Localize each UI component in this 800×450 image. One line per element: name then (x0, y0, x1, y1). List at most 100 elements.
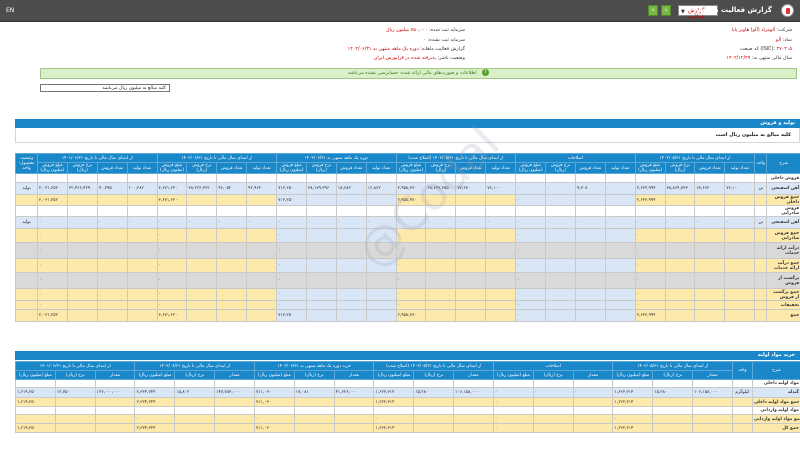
status-cell (15, 173, 38, 183)
data-cell: ۰ (425, 216, 457, 229)
row-label: آهن اسفنجی (766, 216, 800, 229)
data-cell: ۰ (395, 272, 427, 289)
data-cell: ۲,۹۵۸,۳۷۰ (395, 194, 427, 206)
col-subheader: نرخ فروش (ریال) (664, 162, 696, 174)
data-cell (365, 309, 397, 322)
data-cell (216, 258, 248, 273)
symbol-row: نماد: آلو (776, 38, 792, 46)
data-cell (246, 242, 278, 259)
capital-value: ۷۵۰,۰۰۰ میلیون ریال (385, 28, 428, 33)
data-cell (66, 194, 98, 206)
col-subheader: مبلغ فروش (میلیون ریال) (156, 162, 188, 174)
data-cell (425, 272, 457, 289)
data-cell: ۱۶,۸۶۲ (365, 182, 397, 195)
col-subheader: مقدار (214, 370, 255, 380)
status-cell (15, 205, 38, 217)
data-cell (293, 406, 335, 415)
data-cell (612, 406, 654, 415)
status-cell (15, 258, 38, 273)
data-cell (305, 194, 337, 206)
col-subheader: مبلغ فروش (میلیون ریال) (634, 162, 666, 174)
isic-row: کد صنعت (ISIC): ۲۷۰۲۰۵ (740, 47, 792, 55)
data-cell: ۱۲,۷۵۰ (54, 387, 96, 398)
data-cell (485, 300, 517, 310)
language-switch[interactable]: EN (6, 7, 15, 14)
status-cell (15, 242, 38, 259)
unit-cell (731, 379, 753, 388)
col-subheader: نرخ (ریال) (54, 370, 96, 380)
row-label: مواد اولیه وارداتی (751, 406, 800, 415)
period-label: سال مالی منتهی به: (751, 56, 792, 61)
data-cell (664, 272, 696, 289)
data-cell (66, 309, 98, 322)
data-cell: ۶۷,۶۶۲ (694, 182, 726, 195)
unit-cell (754, 309, 768, 322)
col-subheader: تعداد فروش (694, 162, 726, 174)
status-cell (15, 194, 38, 206)
data-cell (425, 242, 457, 259)
report-type-select[interactable]: ▼ گزارش فعالیت (678, 5, 718, 20)
data-cell (485, 272, 517, 289)
data-cell (66, 228, 98, 243)
data-cell (425, 300, 457, 310)
data-cell (532, 406, 574, 415)
data-cell (425, 258, 457, 273)
data-cell (692, 397, 733, 407)
col-subheader: مبلغ (میلیون ریال) (134, 370, 176, 380)
data-cell (455, 194, 487, 206)
data-cell (724, 242, 756, 259)
data-cell (515, 173, 547, 183)
data-cell (413, 414, 455, 424)
col-subheader: مقدار (692, 370, 733, 380)
data-cell (425, 194, 457, 206)
col-header-unit: واحد (754, 153, 768, 174)
data-cell: ۰ (694, 216, 726, 229)
data-cell (126, 228, 158, 243)
table-row: ۰ ۰ ۰ ۰ ۰ ۰ درآمد ارائه خدمات (15, 242, 800, 259)
data-cell (186, 258, 218, 273)
data-cell (293, 379, 335, 388)
data-cell (335, 288, 367, 301)
data-cell: ۰ (276, 288, 307, 301)
next-button[interactable]: › (661, 5, 671, 16)
data-cell (652, 414, 694, 424)
table-row: تولید ۰ ۰ ۰ ۰ ۰ ۰ ۰ ۰ ۰ ۰ ۰ ۰ ۰ ۰ ۰ ۰ ۰ ۰ ۰ ۰ ۰ ۰ ۰ ۰ تن آهن اسفنج… (15, 216, 800, 229)
table-row: ۰ ۰ ۰ ۰ ۰ ۰ جمع فروش صادراتی (15, 228, 800, 243)
prev-button[interactable]: ‹ (648, 5, 658, 16)
col-header-group: از ابتدای سال مالی تا تاریخ ۱۴۰۱/۰۶/۳۱ (14, 361, 136, 371)
data-cell (134, 379, 176, 388)
col-subheader: نرخ (ریال) (174, 370, 216, 380)
data-cell: ۰ (634, 228, 666, 243)
data-cell (276, 205, 307, 217)
data-cell: ۲,۳۳۴,۳۴۴ (134, 423, 176, 433)
data-cell (246, 194, 278, 206)
col-subheader: تعداد فروش (216, 162, 248, 174)
status-cell (15, 300, 38, 310)
status-row: وضعیت ناشر: پذیرفته شده در فرابورس ایران (374, 56, 465, 64)
data-cell (126, 272, 158, 289)
table-row: ۱,۶۱۹,۲۵۰ ۲,۳۳۴,۳۴۴ ۷۱۱,۰۳۰ ۱,۶۲۳,۳۱۴ ۰ ۱,۶۲۳… (15, 423, 800, 433)
unit-cell (754, 228, 768, 243)
data-cell (365, 194, 397, 206)
data-cell (652, 379, 694, 388)
unit-cell (754, 194, 768, 206)
data-cell: ۱۵,۲۸۰ (652, 387, 694, 398)
data-cell: ۰ (492, 423, 534, 433)
data-cell: ۱۸,۶۸۲ (335, 182, 367, 195)
data-cell: ۰ (545, 182, 576, 195)
data-cell: ۲,۰۳۱,۲۵۲ (37, 194, 68, 206)
status-cell (15, 309, 38, 322)
data-cell: ۲,۰۳۱,۲۵۲ (37, 309, 68, 322)
data-cell: ۰ (634, 300, 666, 310)
data-cell (574, 194, 606, 206)
data-cell (186, 309, 218, 322)
data-cell (126, 258, 158, 273)
data-cell (604, 173, 636, 183)
data-cell (66, 300, 98, 310)
data-cell (574, 300, 606, 310)
data-cell: ۰ (276, 258, 307, 273)
row-label: فروش صادراتی (766, 205, 800, 217)
data-cell (485, 194, 517, 206)
period-row: سال مالی منتهی به: ۱۴۰۲/۱۲/۲۹ (726, 56, 792, 64)
data-cell: ۰ (253, 414, 295, 424)
